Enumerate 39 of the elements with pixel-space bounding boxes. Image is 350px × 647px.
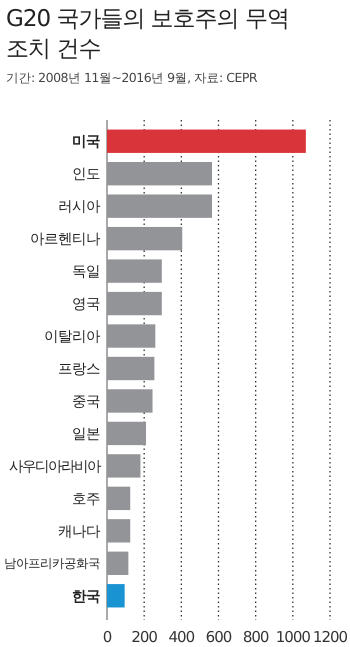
y-tick-label: 한국 [72, 588, 101, 605]
bar [107, 226, 182, 250]
bar [107, 454, 140, 478]
y-tick-label: 사우디아라비아 [9, 458, 101, 475]
y-tick-label: 독일 [72, 264, 100, 280]
y-tick-label: 아르헨티나 [30, 232, 101, 248]
y-tick-label: 호주 [72, 491, 100, 508]
x-tick-label: 200 [131, 628, 158, 646]
chart-subtitle: 기간: 2008년 11월~2016년 9월, 자료: CEPR [6, 70, 258, 87]
bar [107, 422, 146, 446]
x-tick-label: 1200 [312, 628, 348, 646]
y-tick-label: 이탈리아 [44, 329, 101, 346]
bar [107, 356, 154, 380]
y-tick-label: 영국 [72, 296, 100, 313]
x-tick-label: 400 [168, 628, 195, 646]
bar [107, 292, 162, 316]
y-tick-label: 캐나다 [58, 524, 101, 540]
y-tick-label: 일본 [72, 426, 100, 442]
bar [107, 389, 153, 413]
bar [107, 584, 125, 608]
bar [107, 130, 306, 153]
x-tick-label: 1000 [276, 628, 310, 646]
bar [107, 162, 212, 186]
bar [107, 486, 130, 510]
y-tick-label: 남아프리카공화국 [4, 556, 101, 571]
y-tick-label: 중국 [72, 394, 100, 410]
y-tick-label: 미국 [72, 134, 101, 150]
bar [107, 259, 162, 283]
chart-title: G20 국가들의 보호주의 무역 조치 건수 [6, 5, 290, 64]
x-tick-label: 800 [242, 628, 269, 646]
y-tick-label: 러시아 [58, 199, 101, 216]
x-tick-label: 0 [102, 628, 112, 646]
bar [107, 324, 156, 348]
bar [107, 552, 128, 575]
bar [107, 519, 130, 543]
y-tick-label: 인도 [72, 166, 100, 183]
bar [107, 194, 212, 218]
y-tick-label: 프랑스 [58, 362, 100, 378]
x-tick-label: 600 [206, 628, 232, 646]
